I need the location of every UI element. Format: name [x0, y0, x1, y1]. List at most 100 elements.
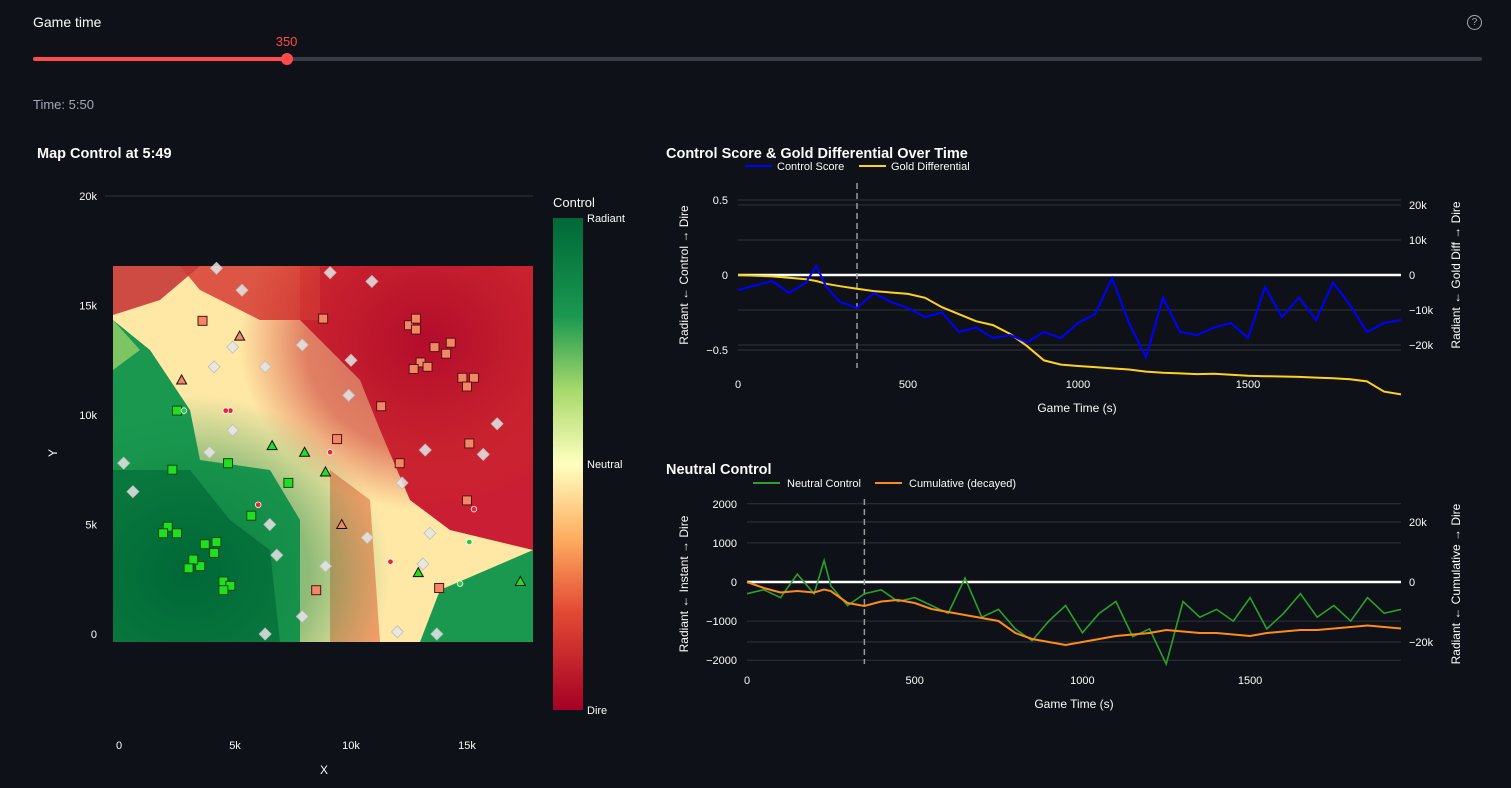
tower-marker — [514, 575, 527, 586]
ward-marker — [270, 548, 284, 562]
dire-building-marker — [441, 348, 452, 359]
y-right-tick-label: 0 — [1409, 270, 1415, 282]
ward-marker — [258, 360, 272, 374]
slider-track[interactable] — [33, 57, 1482, 61]
map-chart[interactable]: 0 5k 10k 15k 20k 0 5k 10k 15k X Y Control Radia… — [0, 170, 660, 785]
slider-value: 350 — [275, 34, 298, 49]
ward-marker — [295, 338, 309, 352]
ward-marker — [226, 423, 240, 437]
control-chart[interactable]: Control Score Gold Differential 0.5 0 −0.5… — [660, 158, 1511, 428]
radiant-building-marker — [167, 464, 178, 475]
x-tick-label: 1500 — [1238, 675, 1262, 687]
ward-marker — [258, 627, 272, 641]
y-right-tick-label: 20k — [1409, 200, 1427, 212]
ward-marker — [202, 445, 217, 459]
dire-building-marker — [462, 495, 472, 506]
slider-fill — [33, 57, 287, 61]
radiant-building-marker — [172, 405, 182, 416]
colorbar-label-dire: Dire — [587, 705, 607, 717]
y-left-tick-label: −0.5 — [706, 345, 728, 357]
control-ylabel-left: Radiant ← Control → Dire — [677, 205, 691, 345]
radiant-building-marker — [246, 510, 257, 521]
tower-marker — [233, 330, 246, 341]
hero-marker — [222, 407, 229, 414]
y-left-tick-label: 0 — [731, 577, 737, 589]
tower-marker — [335, 518, 348, 529]
slider-label: Game time — [33, 14, 102, 30]
y-right-tick-label: 10k — [1409, 235, 1427, 247]
radiant-building-marker — [211, 537, 222, 548]
legend-control-score: Control Score — [777, 161, 844, 173]
x-tick-label: 500 — [906, 675, 924, 687]
ward-marker — [490, 417, 504, 431]
ward-marker — [416, 557, 430, 571]
slider-thumb[interactable] — [280, 53, 293, 65]
legend-cumulative: Cumulative (decayed) — [909, 478, 1016, 490]
tower-marker — [319, 465, 332, 477]
ward-marker — [235, 283, 249, 297]
y-right-tick-label: −10k — [1409, 305, 1434, 317]
hero-marker — [456, 580, 464, 587]
x-tick-label: 500 — [899, 379, 917, 391]
legend-neutral-control: Neutral Control — [787, 478, 861, 490]
hero-marker — [466, 538, 473, 546]
neutral-chart[interactable]: Neutral Control Cumulative (decayed) 200… — [660, 474, 1511, 744]
ward-marker — [295, 609, 309, 624]
radiant-building-marker — [172, 528, 182, 539]
neutral-chart-title: Neutral Control — [666, 462, 772, 478]
map-ytick-label: 5k — [85, 520, 97, 532]
map-xtick-label: 15k — [458, 740, 476, 752]
map-ytick-label: 20k — [79, 191, 97, 203]
neutral-control-line — [746, 557, 1402, 667]
hero-marker — [180, 407, 188, 414]
tower-marker — [175, 373, 188, 385]
ward-marker — [365, 274, 379, 288]
control-legend: Control Score Gold Differential — [745, 161, 970, 173]
colorbar-label-radiant: Radiant — [587, 213, 625, 225]
dire-building-marker — [332, 434, 343, 445]
ward-marker — [342, 388, 356, 402]
dire-building-marker — [429, 342, 440, 353]
tower-marker — [298, 446, 311, 457]
ward-marker — [226, 340, 240, 354]
hero-marker — [470, 505, 478, 513]
radiant-building-marker — [158, 528, 169, 539]
ward-marker — [360, 531, 374, 545]
ward-marker — [430, 627, 444, 641]
dire-building-marker — [197, 315, 208, 326]
map-xtick-label: 10k — [342, 740, 360, 752]
dire-building-marker — [394, 458, 405, 469]
x-tick-label: 1500 — [1236, 379, 1260, 391]
radiant-building-marker — [283, 477, 294, 488]
control-chart-title: Control Score & Gold Differential Over T… — [666, 146, 968, 162]
map-xtick-label: 5k — [229, 740, 241, 752]
ward-marker — [323, 266, 337, 280]
ward-marker — [263, 517, 277, 532]
control-ylabel-right: Radiant ← Gold Diff → Dire — [1449, 201, 1463, 348]
map-markers — [117, 261, 527, 641]
y-left-tick-label: 2000 — [713, 499, 737, 511]
ward-marker — [117, 456, 131, 470]
map-xlabel: X — [320, 763, 328, 777]
dire-building-marker — [410, 313, 421, 324]
dire-building-marker — [434, 583, 445, 594]
question-circle-icon[interactable]: ? — [1467, 15, 1482, 30]
y-left-tick-label: −1000 — [706, 616, 737, 628]
map-ytick-label: 10k — [79, 410, 97, 422]
x-tick-label: 0 — [744, 675, 750, 687]
dire-building-marker — [318, 313, 329, 324]
radiant-building-marker — [199, 539, 210, 550]
radiant-building-marker — [188, 554, 199, 565]
dire-building-marker — [408, 364, 419, 375]
y-left-tick-label: −2000 — [706, 655, 737, 667]
dire-building-marker — [376, 401, 387, 412]
hero-marker — [255, 501, 262, 508]
neutral-xlabel: Game Time (s) — [1034, 697, 1113, 711]
ward-marker — [476, 447, 490, 461]
map-ytick-label: 15k — [79, 301, 97, 313]
dire-building-marker — [464, 438, 475, 449]
dire-building-marker — [311, 585, 322, 596]
neutral-ylabel-left: Radiant ← Instant → Dire — [677, 515, 691, 652]
x-tick-label: 0 — [735, 379, 741, 391]
y-right-tick-label: 20k — [1409, 517, 1427, 529]
